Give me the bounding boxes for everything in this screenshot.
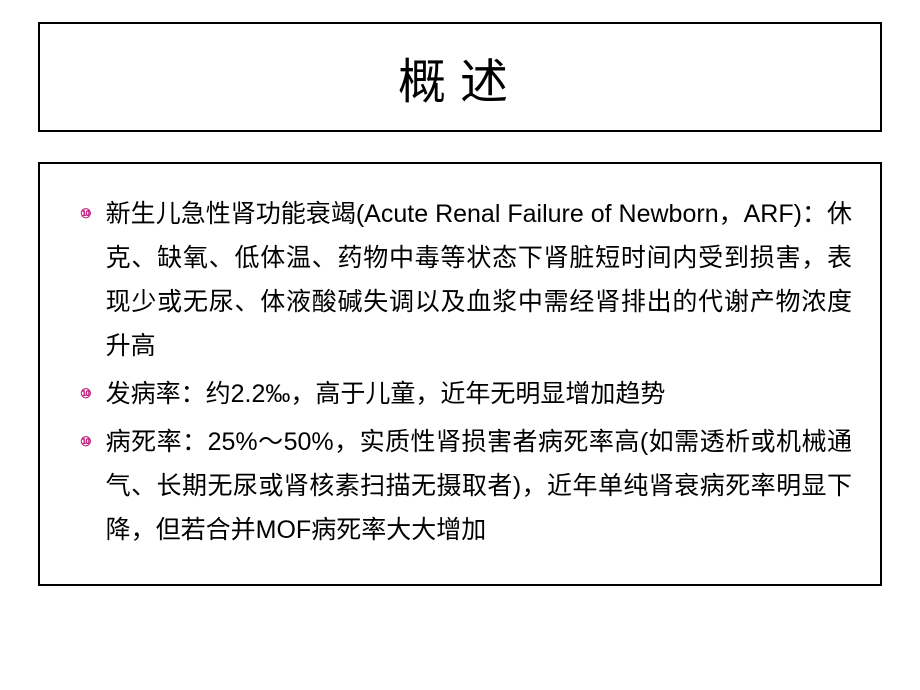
page-title: 概述 <box>40 42 880 112</box>
bullet-icon: ⑩ <box>80 372 92 416</box>
bullet-text: 发病率：约2.2‰，高于儿童，近年无明显增加趋势 <box>106 372 666 416</box>
list-item: ⑩ 病死率：25%～50%，实质性肾损害者病死率高(如需透析或机械通气、长期无尿… <box>80 420 852 552</box>
content-container: ⑩ 新生儿急性肾功能衰竭(Acute Renal Failure of Newb… <box>38 162 882 586</box>
list-item: ⑩ 新生儿急性肾功能衰竭(Acute Renal Failure of Newb… <box>80 192 852 368</box>
title-container: 概述 <box>38 22 882 132</box>
bullet-icon: ⑩ <box>80 192 92 236</box>
bullet-text: 病死率：25%～50%，实质性肾损害者病死率高(如需透析或机械通气、长期无尿或肾… <box>106 420 852 552</box>
list-item: ⑩ 发病率：约2.2‰，高于儿童，近年无明显增加趋势 <box>80 372 852 416</box>
bullet-icon: ⑩ <box>80 420 92 464</box>
bullet-text: 新生儿急性肾功能衰竭(Acute Renal Failure of Newbor… <box>106 192 852 368</box>
